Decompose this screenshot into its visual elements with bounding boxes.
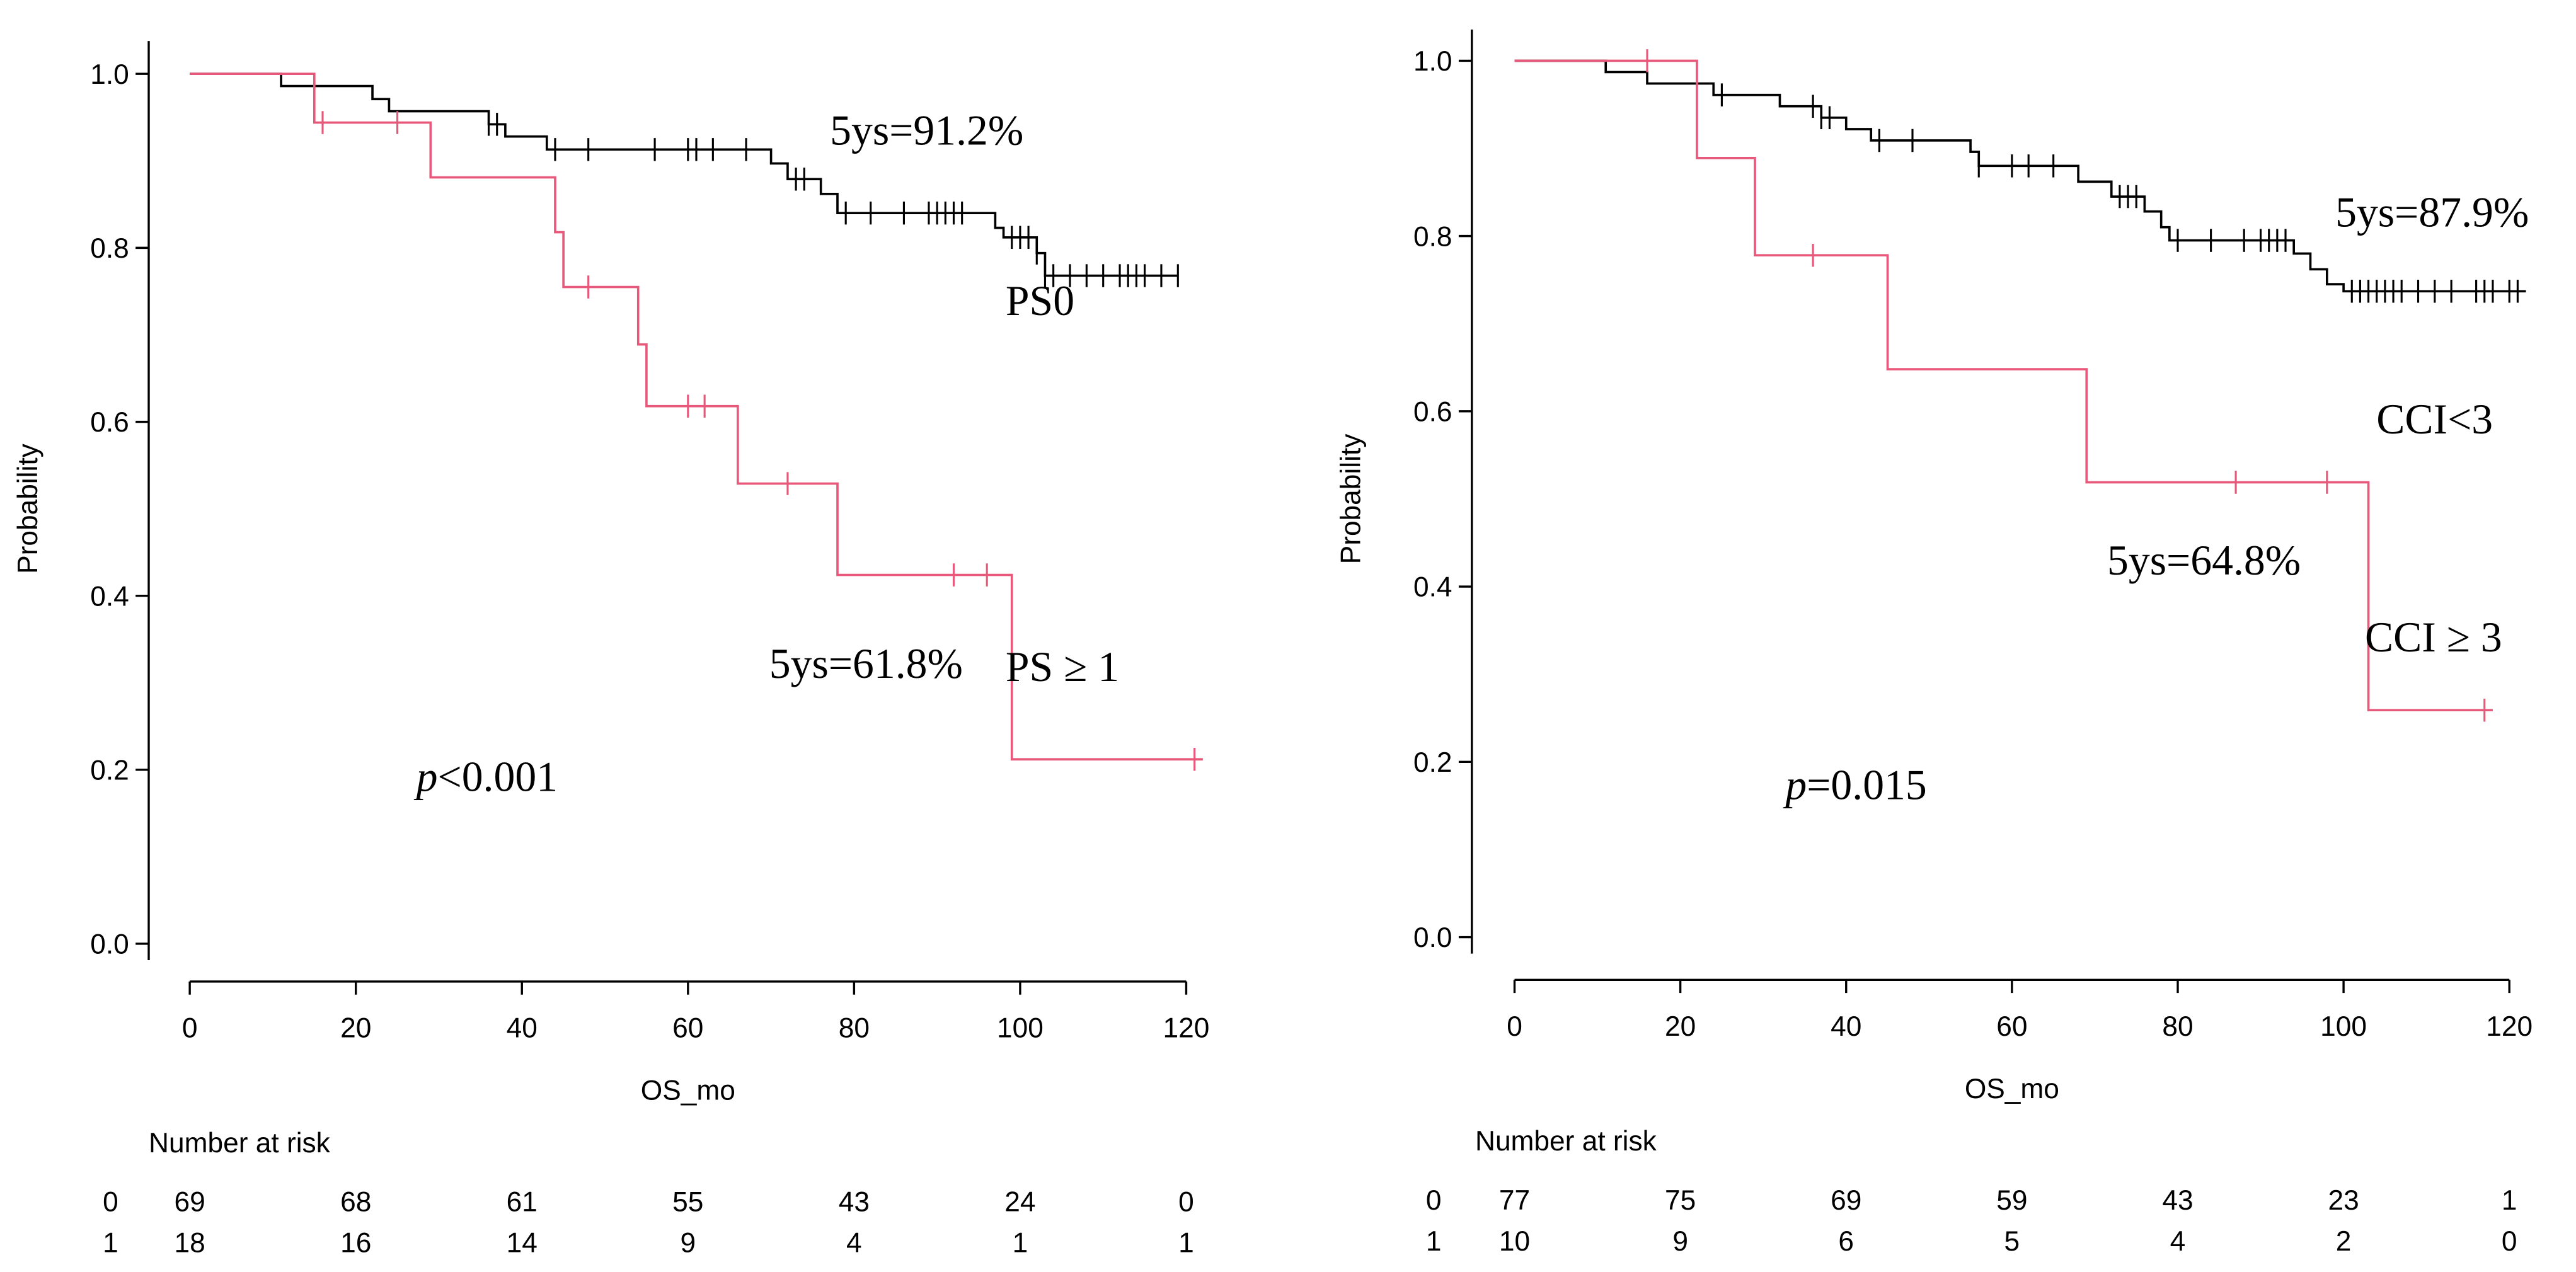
x-tick-label: 80 [839,1012,870,1043]
y-axis-label: Probability [1336,433,1367,564]
p-value-text: =0.015 [1807,762,1927,809]
five-year-survival-label: 5ys=61.8% [769,640,963,687]
x-tick-label: 80 [2162,1011,2193,1042]
x-tick-label: 100 [2320,1011,2367,1042]
km-curve-0 [190,72,1178,277]
p-value-prefix: p [1783,762,1807,809]
y-tick-label: 0.2 [90,755,129,786]
risk-value: 77 [1499,1185,1530,1216]
risk-table-title: Number at risk [149,1128,331,1159]
x-tick-label: 120 [2486,1011,2533,1042]
x-tick-label: 40 [1831,1011,1861,1042]
y-axis-label: Probability [13,443,43,574]
risk-value: 59 [1996,1185,2027,1216]
risk-value: 10 [1499,1226,1530,1257]
x-tick-label: 40 [507,1012,538,1043]
risk-group-label: 1 [103,1228,118,1259]
y-tick-label: 1.0 [1413,46,1452,77]
x-tick-label: 20 [1665,1011,1696,1042]
p-value-label: p<0.001 [414,753,558,801]
risk-value: 69 [175,1187,205,1218]
group-label: PS0 [1006,277,1074,324]
panel-ps: 0.00.20.40.60.81.00 20 40 60 80 100 120OS_moPr… [13,41,1210,1259]
five-year-survival-label: 5ys=87.9% [2335,189,2529,236]
y-tick-label: 0.8 [1413,221,1452,252]
risk-value: 61 [507,1187,538,1218]
risk-value: 1 [1178,1228,1194,1259]
risk-value: 43 [839,1187,870,1218]
p-value-label: p=0.015 [1783,762,1926,809]
group-label: PS ≥ 1 [1006,643,1119,690]
risk-value: 24 [1004,1187,1035,1218]
risk-value: 69 [1831,1185,1861,1216]
risk-value: 5 [2004,1226,2020,1257]
y-tick-label: 0.4 [1413,572,1452,603]
risk-value: 9 [1672,1226,1688,1257]
risk-group-label: 0 [1426,1185,1442,1216]
risk-value: 9 [681,1228,696,1259]
group-label: CCI ≥ 3 [2365,614,2502,661]
p-value-text: <0.001 [438,753,558,801]
five-year-survival-label: 5ys=91.2% [830,106,1023,154]
x-tick-label: 0 [1507,1011,1522,1042]
risk-value: 4 [846,1228,862,1259]
risk-value: 0 [2502,1226,2517,1257]
risk-value: 1 [1013,1228,1028,1259]
x-tick-label: 60 [1996,1011,2027,1042]
y-tick-label: 0.0 [1413,922,1452,953]
five-year-survival-label: 5ys=64.8% [2107,537,2301,584]
panel-cci: 0.00.20.40.60.81.00 20 40 60 80 100 120OS_moPr… [1336,29,2533,1257]
risk-value: 6 [1838,1226,1854,1257]
risk-value: 75 [1665,1185,1696,1216]
risk-table-title: Number at risk [1475,1126,1657,1157]
y-tick-label: 0.0 [90,929,129,960]
x-axis-label: OS_mo [1965,1074,2059,1104]
km-curve-1 [190,72,1203,761]
risk-value: 0 [1178,1187,1194,1218]
x-tick-label: 100 [997,1012,1044,1043]
p-value-prefix: p [414,753,438,801]
risk-value: 14 [507,1228,538,1259]
risk-group-label: 0 [103,1187,118,1218]
x-tick-label: 0 [182,1012,198,1043]
risk-value: 23 [2328,1185,2359,1216]
km-curve-1 [1514,59,2493,712]
y-tick-label: 0.4 [90,581,129,612]
risk-group-label: 1 [1426,1226,1442,1257]
risk-value: 4 [2170,1226,2186,1257]
y-tick-label: 0.2 [1413,747,1452,778]
risk-value: 43 [2162,1185,2193,1216]
x-tick-label: 20 [340,1012,371,1043]
risk-value: 55 [672,1187,703,1218]
y-tick-label: 1.0 [90,59,129,90]
risk-value: 1 [2502,1185,2517,1216]
risk-value: 68 [340,1187,371,1218]
km-curve-0 [1514,59,2526,293]
x-axis-label: OS_mo [641,1075,735,1106]
x-tick-label: 120 [1163,1012,1210,1043]
x-tick-label: 60 [672,1012,703,1043]
y-tick-label: 0.6 [1413,396,1452,427]
risk-value: 16 [340,1228,371,1259]
y-tick-label: 0.6 [90,407,129,438]
y-tick-label: 0.8 [90,233,129,264]
risk-value: 18 [175,1228,205,1259]
group-label: CCI<3 [2376,396,2493,443]
risk-value: 2 [2336,1226,2352,1257]
